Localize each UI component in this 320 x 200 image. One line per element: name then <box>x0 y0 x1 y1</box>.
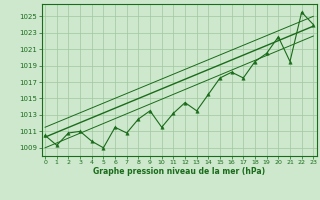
X-axis label: Graphe pression niveau de la mer (hPa): Graphe pression niveau de la mer (hPa) <box>93 167 265 176</box>
